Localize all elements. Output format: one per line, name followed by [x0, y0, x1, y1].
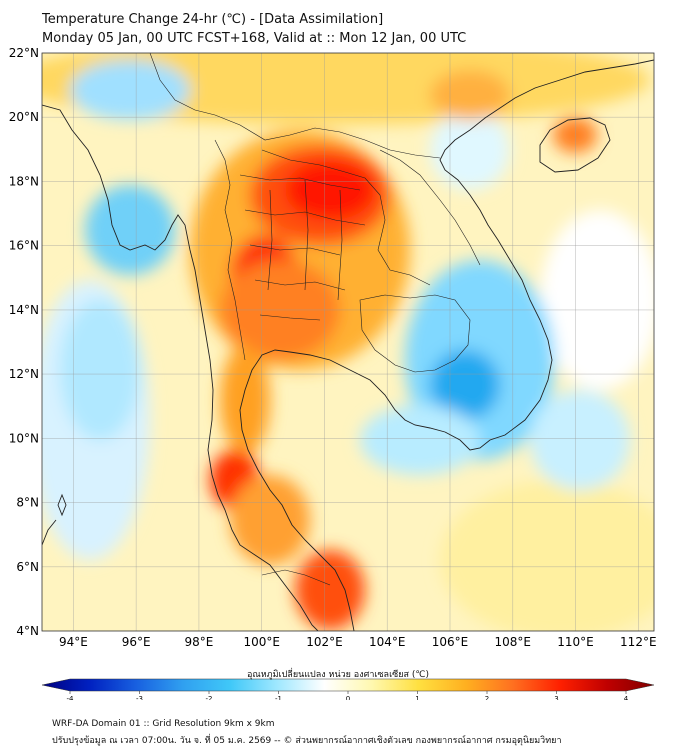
thai-provinces [239, 174, 366, 321]
colorbar-tick-label: 1 [415, 695, 419, 700]
lat-label: 4°N [16, 624, 39, 638]
lat-label: 22°N [9, 46, 39, 60]
border-myanmar-thailand [214, 139, 246, 361]
lon-label: 108°E [495, 635, 532, 649]
hot-thailand-north-core [285, 160, 375, 220]
cold-south-china-sea [530, 390, 630, 490]
lon-label: 94°E [59, 635, 88, 649]
lon-label: 106°E [432, 635, 469, 649]
border-laos-vietnam [379, 149, 481, 266]
cold-bay-of-bengal [85, 185, 175, 275]
lat-label: 8°N [16, 496, 39, 510]
latitude-labels: 22°N 20°N 18°N 16°N 14°N 12°N 10°N 8°N 6°N 4°N [9, 46, 39, 638]
lon-label: 98°E [184, 635, 213, 649]
borders [149, 53, 481, 586]
lon-label: 100°E [243, 635, 280, 649]
lon-label: 102°E [306, 635, 343, 649]
plot-border [41, 52, 655, 632]
longitude-labels: 94°E 96°E 98°E 100°E 102°E 104°E 106°E 108°E 110… [59, 635, 657, 649]
temperature-map[interactable]: 22°N 20°N 18°N 16°N 14°N 12°N 10°N 8°N 6°N 4°N 94… [0, 0, 676, 700]
colorbar-tick-label: 0 [346, 695, 350, 700]
colorbar-tick-label: 4 [624, 695, 629, 700]
colorbar-tick-label: -1 [275, 695, 282, 700]
colorbar-tick-label: 2 [485, 695, 489, 700]
coastlines [42, 59, 654, 631]
lat-label: 14°N [9, 303, 39, 317]
cold-andaman [60, 300, 140, 440]
border-china-north [149, 53, 441, 159]
colorbar-tick-label: -2 [206, 695, 213, 700]
coastline-bay-of-bengal [42, 104, 319, 631]
hot-malay-peninsula [295, 550, 365, 630]
coastline-gulf-of-thailand [239, 349, 446, 631]
cold-laos-north [430, 110, 510, 190]
lat-label: 12°N [9, 367, 39, 381]
chart-title: Temperature Change 24-hr (℃) - [Data Ass… [42, 12, 384, 27]
warm-south-china [430, 70, 510, 120]
hot-hainan [553, 117, 597, 153]
warm-peninsula-mid [230, 475, 310, 565]
border-thailand-malaysia [261, 569, 331, 586]
pale-zone-east [540, 210, 654, 390]
border-cambodia [359, 294, 471, 373]
lon-label: 110°E [557, 635, 594, 649]
colorbar: -4 -3 -2 -1 0 1 2 3 4 [41, 678, 655, 700]
coastline-sumatra-tip [42, 519, 57, 546]
cold-north-myanmar [70, 60, 190, 120]
cold-gulf [360, 405, 480, 475]
lon-label: 112°E [620, 635, 657, 649]
colorbar-ticks: -4 -3 -2 -1 0 1 2 3 4 [67, 691, 629, 700]
border-thailand-laos [261, 149, 431, 286]
colorbar-tick-label: 3 [554, 695, 558, 700]
lat-label: 20°N [9, 110, 39, 124]
footer-credit: ปรับปรุงข้อมูล ณ เวลา 07:00น. วัน จ. ที่… [52, 736, 562, 746]
chart-subtitle: Monday 05 Jan, 00 UTC FCST+168, Valid at… [42, 31, 467, 46]
cold-cambodia-core [430, 350, 500, 420]
lat-label: 10°N [9, 431, 39, 445]
lat-label: 6°N [16, 560, 39, 574]
lat-label: 18°N [9, 174, 39, 188]
coastline-hainan [539, 117, 611, 173]
warm-zone-south-china-sea [440, 480, 654, 631]
coastline-vietnam [439, 59, 654, 451]
colorbar-title: อุณหภูมิเปลี่ยนแปลง หน่วย องศาเซลเซียส (… [246, 670, 430, 680]
footer-domain-info: WRF-DA Domain 01 :: Grid Resolution 9km … [52, 719, 275, 729]
lon-label: 104°E [369, 635, 406, 649]
lon-label: 96°E [122, 635, 151, 649]
colorbar-tick-label: -3 [136, 695, 143, 700]
colorbar-tick-label: -4 [67, 695, 75, 700]
warm-peninsula-upper [220, 345, 270, 455]
lat-label: 16°N [9, 239, 39, 253]
coastline-andaman-islands [57, 493, 67, 517]
